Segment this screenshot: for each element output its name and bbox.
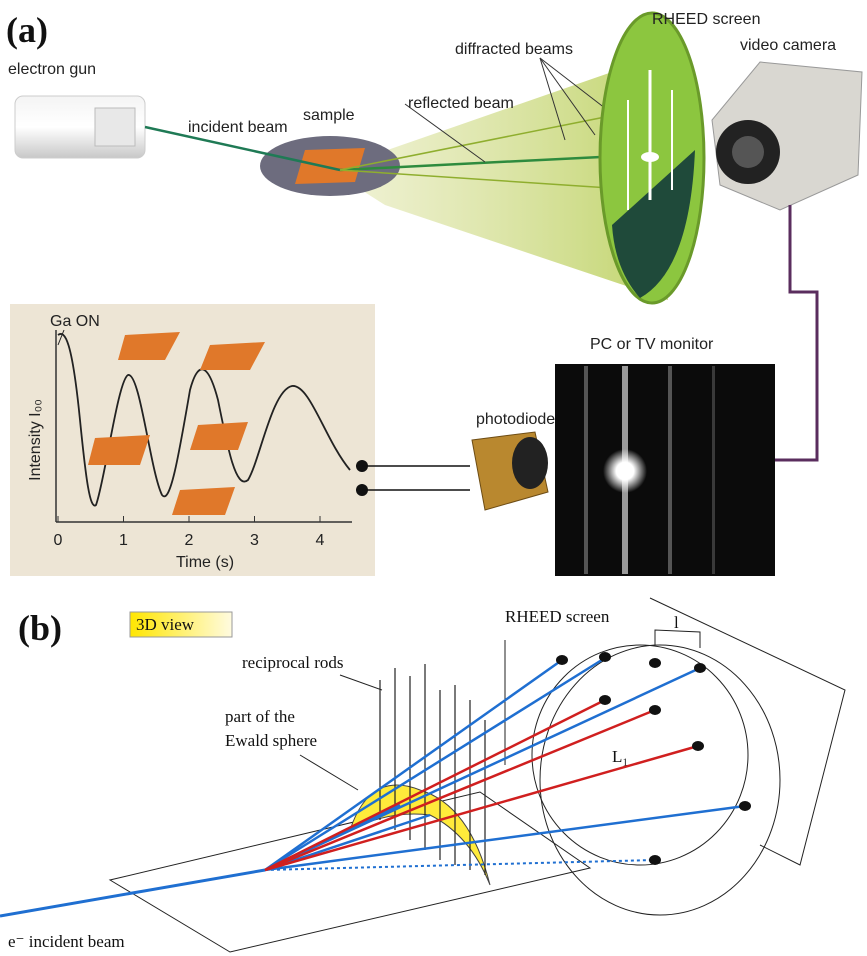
label: e⁻ incident beam [8,932,125,951]
camera-lens-inner [732,136,764,168]
streak [668,366,672,574]
label: video camera [740,37,836,54]
figure: (a) electron gun incident beam sample di… [0,0,867,956]
incident-beam [0,870,265,916]
x-axis-label: Time (s) [176,554,234,571]
pointer [340,675,382,690]
label: incident beam [188,119,288,136]
surface-tile [190,422,248,450]
annotation: Ga ON [50,313,100,330]
streak [584,366,588,574]
pointer [300,755,358,790]
label: part of the [225,707,295,726]
label: reciprocal rods [242,653,343,672]
label: RHEED screen [505,607,610,626]
label: electron gun [8,61,96,78]
sample [295,148,365,184]
label: RHEED screen [652,11,760,28]
panel-label: (a) [6,10,48,50]
streak [712,366,715,574]
x-tick-label: 4 [316,532,325,549]
x-tick-label: 1 [119,532,128,549]
label: 3D view [136,615,195,634]
red-rays [265,700,698,870]
x-tick-label: 0 [54,532,63,549]
label: sample [303,107,355,124]
specular-spot [603,449,647,493]
y-axis-label: Intensity I₀₀ [27,399,44,481]
laue-circle [532,645,748,865]
label: Ewald sphere [225,731,317,750]
label: PC or TV monitor [590,336,714,353]
x-tick-label: 3 [250,532,259,549]
surface-tile [172,487,235,515]
panel-label: (b) [18,608,62,648]
surface-tile [88,435,150,465]
photodiode-window [512,437,548,489]
label: photodiode [476,411,555,428]
gun-nozzle [95,108,135,146]
x-tick-label: 2 [185,532,194,549]
label: l [674,613,679,632]
label: diffracted beams [455,41,573,58]
label: reflected beam [408,95,514,112]
spot [641,152,659,162]
label: L₁ [612,747,628,766]
screen-edge [650,598,845,865]
